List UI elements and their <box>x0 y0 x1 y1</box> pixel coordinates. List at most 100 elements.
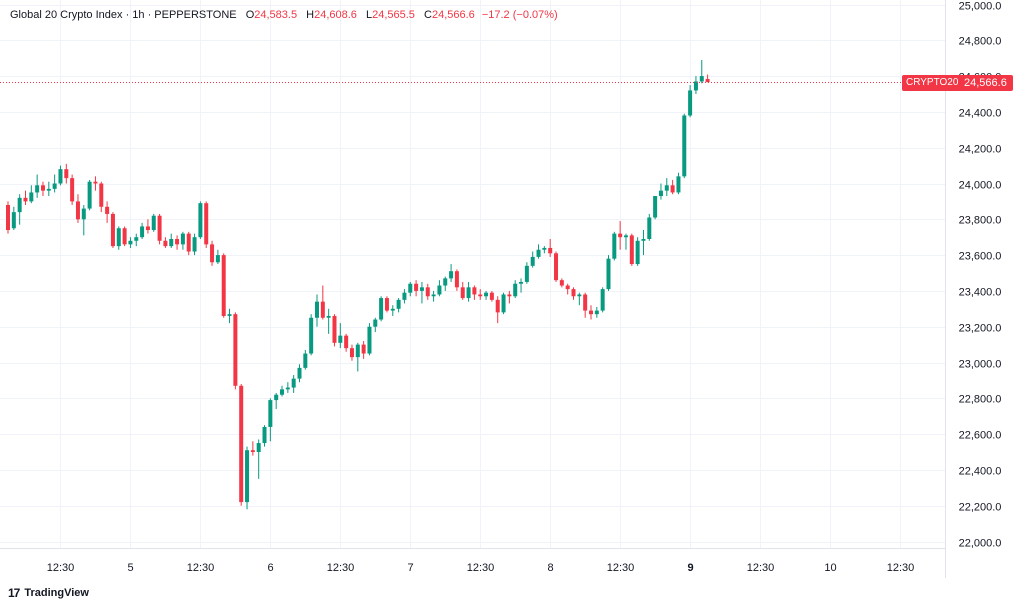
candle <box>530 251 535 268</box>
candle <box>274 392 279 410</box>
candle-body <box>163 240 168 247</box>
candle-body <box>396 299 401 309</box>
candle <box>221 253 226 318</box>
candle <box>600 287 605 313</box>
candle-body <box>75 201 80 220</box>
time-tick-label: 7 <box>407 562 413 574</box>
candle <box>309 314 314 356</box>
candle <box>285 382 290 393</box>
candle <box>29 185 34 204</box>
time-tick-label: 8 <box>547 562 553 574</box>
candle-body <box>431 294 436 297</box>
candle <box>6 201 10 234</box>
candle-body <box>530 256 535 266</box>
candle <box>46 181 51 197</box>
tradingview-logo-icon: 17 <box>8 586 20 600</box>
candle <box>262 425 267 447</box>
candle-body <box>99 183 104 207</box>
candle <box>291 375 296 393</box>
candle <box>670 179 675 195</box>
candle-body <box>93 181 98 184</box>
candle <box>361 341 366 359</box>
candle-body <box>623 235 628 238</box>
candle-body <box>291 378 296 388</box>
time-tick-label: 5 <box>127 562 133 574</box>
candle-body <box>454 271 459 288</box>
price-tick-label: 22,600.0 <box>959 430 1002 442</box>
candle <box>87 179 92 211</box>
candle-body <box>402 292 407 300</box>
candle-body <box>204 203 209 245</box>
candle <box>268 398 273 442</box>
price-tick-label: 23,600.0 <box>959 251 1002 263</box>
candle <box>559 278 564 288</box>
candle <box>303 349 308 370</box>
candle <box>355 342 360 372</box>
candle <box>688 85 693 118</box>
candle-body <box>29 192 34 202</box>
candle <box>419 281 424 304</box>
symbol-title[interactable]: Global 20 Crypto Index · 1h · PEPPERSTON… <box>10 9 237 21</box>
candle <box>699 59 704 84</box>
candle-body <box>583 294 588 311</box>
candle <box>454 269 459 291</box>
high-value: 24,608.6 <box>314 9 357 21</box>
candle <box>93 176 98 191</box>
candle <box>653 196 658 220</box>
candle-body <box>478 294 483 297</box>
candle-body <box>268 400 273 427</box>
candle <box>536 244 541 259</box>
price-tick-label: 23,200.0 <box>959 323 1002 335</box>
candle-body <box>507 294 512 297</box>
candle-body <box>606 258 611 290</box>
symbol-header: Global 20 Crypto Index · 1h · PEPPERSTON… <box>10 9 558 21</box>
candle <box>612 231 617 261</box>
candle-body <box>320 301 325 318</box>
candle-body <box>699 76 704 82</box>
candle-body <box>192 237 197 252</box>
candle <box>437 280 442 297</box>
candle-body <box>344 335 349 349</box>
candle-body <box>542 247 547 250</box>
price-tick-label: 23,000.0 <box>959 359 1002 371</box>
tradingview-logo[interactable]: 17 TradingView <box>8 586 89 600</box>
candle <box>52 174 57 193</box>
candle-body <box>180 233 185 245</box>
last-price-tag: 24,566.6 <box>958 74 1013 91</box>
candle <box>239 383 244 506</box>
candle <box>40 181 45 197</box>
candle-body <box>233 314 238 386</box>
candle-body <box>11 212 16 229</box>
time-tick-label: 10 <box>824 562 836 574</box>
candle <box>373 317 378 333</box>
candle <box>466 281 471 302</box>
candle-body <box>157 215 162 241</box>
candle-body <box>443 278 448 286</box>
candle-body <box>215 255 220 263</box>
candle <box>489 290 494 302</box>
candle <box>140 222 145 239</box>
candle <box>478 289 483 300</box>
candle-body <box>618 233 623 238</box>
candle <box>23 190 28 205</box>
candle-body <box>64 169 69 179</box>
candle-body <box>600 289 605 311</box>
price-tick-label: 24,200.0 <box>959 144 1002 156</box>
change-value: −17.2 (−0.07%) <box>481 9 558 21</box>
time-axis[interactable]: 12:30 5 12:30 6 12:30 7 12:30 8 12:30 9 12:30 10 12:… <box>47 562 915 574</box>
candle-body <box>559 280 564 286</box>
candle <box>443 276 448 291</box>
candle-body <box>379 298 384 320</box>
candle-body <box>460 287 465 299</box>
candle <box>623 233 628 250</box>
candle-body <box>134 237 139 241</box>
candle-body <box>58 169 63 184</box>
candle <box>425 283 430 300</box>
open-label: O <box>245 9 255 21</box>
symbol-price-tag: CRYPTO20 <box>902 74 963 91</box>
candle <box>472 285 477 300</box>
candle <box>175 235 180 250</box>
candle-body <box>641 238 646 241</box>
candle-body <box>524 265 529 282</box>
